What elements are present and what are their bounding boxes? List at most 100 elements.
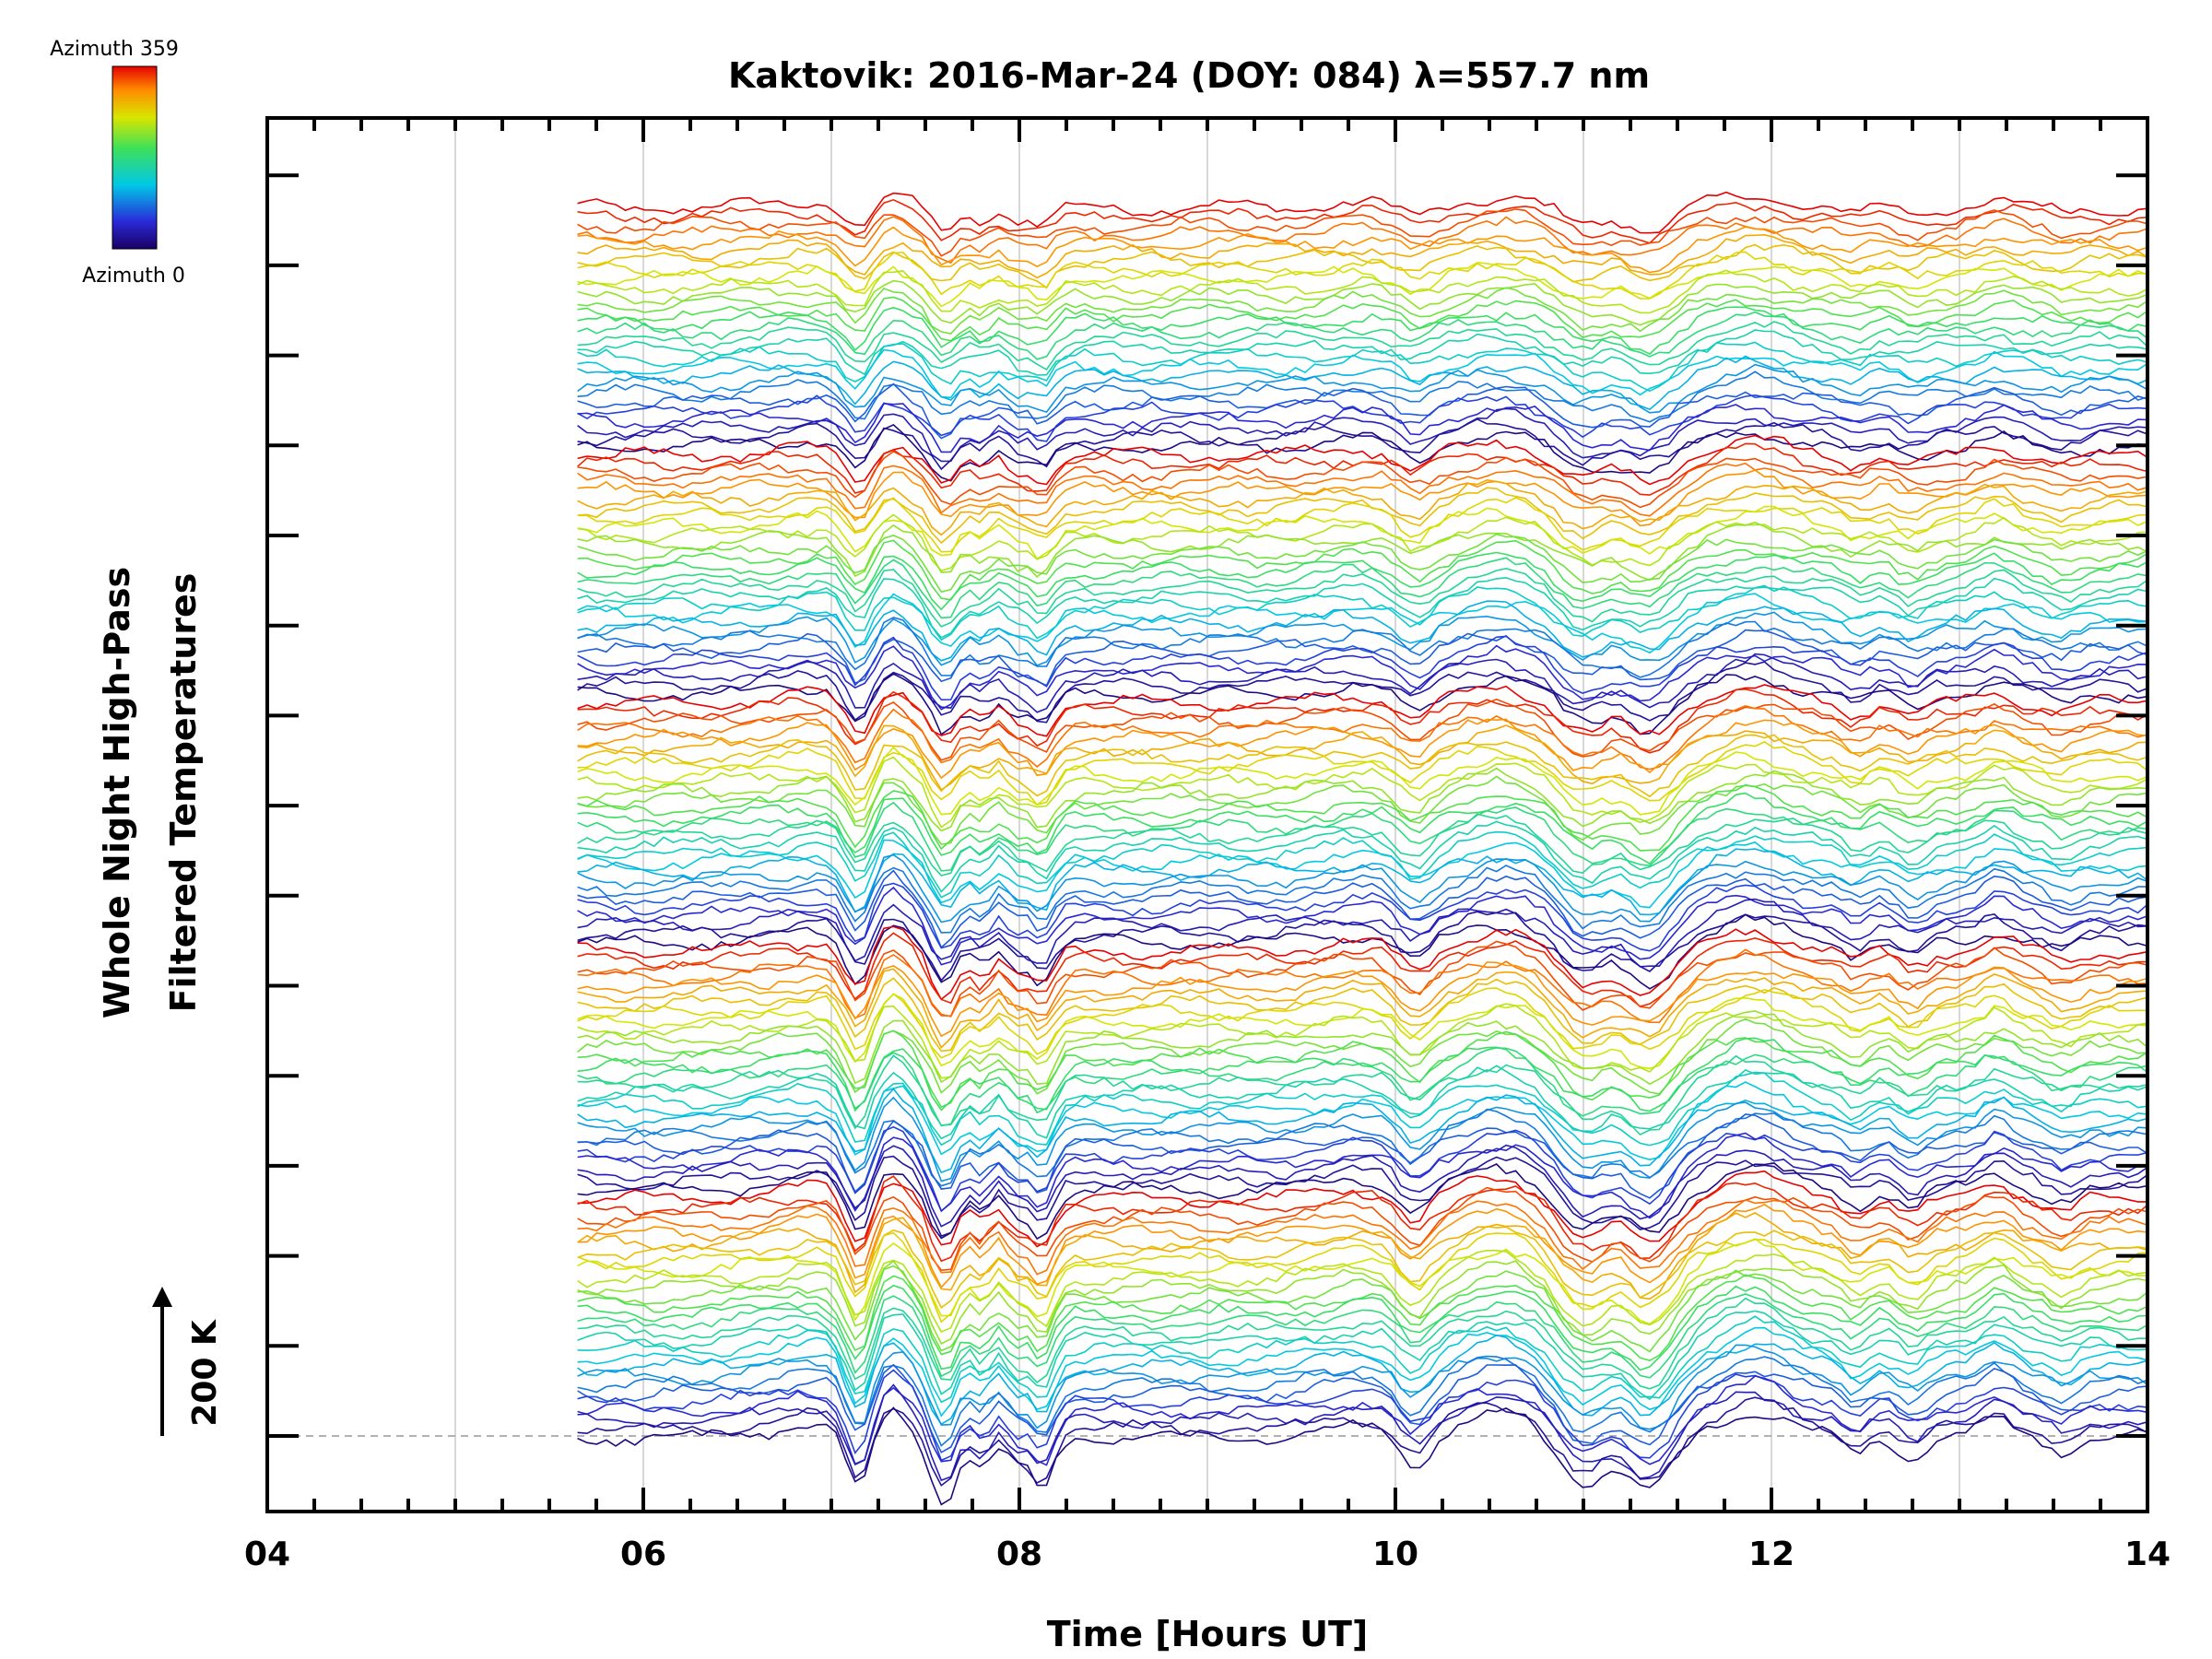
azimuth-trace: [577, 497, 2148, 553]
azimuth-trace: [577, 329, 2148, 376]
azimuth-trace: [577, 1132, 2148, 1219]
azimuth-trace: [577, 1383, 2148, 1482]
azimuth-trace: [577, 688, 2148, 754]
azimuth-trace: [577, 321, 2148, 371]
azimuth-trace: [577, 1297, 2147, 1390]
azimuth-trace: [577, 513, 2148, 572]
azimuth-trace: [577, 1155, 2148, 1238]
azimuth-trace: [577, 886, 2148, 966]
azimuth-trace: [577, 704, 2148, 771]
azimuth-trace: [577, 940, 2148, 1018]
trace-layer: [577, 191, 2148, 1506]
azimuth-trace: [577, 839, 2148, 909]
azimuth-trace: [577, 698, 2148, 761]
azimuth-trace: [577, 593, 2148, 654]
colorbar-bottom-label: Azimuth 0: [82, 265, 185, 288]
azimuth-trace: [577, 869, 2148, 949]
azimuth-trace: [577, 767, 2148, 832]
azimuth-trace: [577, 407, 2148, 463]
azimuth-trace: [577, 1334, 2148, 1426]
azimuth-trace: [577, 1125, 2148, 1213]
azimuth-trace: [577, 576, 2148, 639]
azimuth-trace: [577, 243, 2148, 289]
azimuth-trace: [577, 1054, 2148, 1135]
azimuth-trace: [577, 635, 2148, 701]
azimuth-trace: [577, 1088, 2148, 1174]
azimuth-trace: [577, 363, 2148, 414]
y-axis-label-line1: Whole Night High-Pass: [97, 567, 137, 1018]
x-tick-label: 14: [2124, 1535, 2171, 1573]
azimuth-trace: [577, 1030, 2148, 1109]
azimuth-trace: [577, 462, 2148, 517]
azimuth-trace: [577, 1363, 2148, 1453]
azimuth-trace: [577, 1186, 2148, 1272]
azimuth-trace: [577, 1344, 2148, 1430]
x-tick-label: 08: [996, 1535, 1042, 1573]
azimuth-trace: [577, 216, 2148, 265]
azimuth-trace: [577, 830, 2148, 899]
azimuth-trace: [577, 371, 2148, 423]
azimuth-trace: [577, 948, 2148, 1024]
azimuth-trace: [577, 1211, 2148, 1300]
azimuth-trace: [577, 306, 2148, 356]
azimuth-trace: [577, 1250, 2148, 1334]
azimuth-trace: [577, 1071, 2148, 1147]
azimuth-trace: [577, 865, 2147, 934]
azimuth-trace: [577, 617, 2148, 678]
azimuth-trace: [577, 724, 2148, 792]
azimuth-trace: [577, 853, 2148, 924]
x-tick-label: 12: [1748, 1535, 1794, 1573]
azimuth-trace: [577, 1175, 2148, 1263]
azimuth-trace: [577, 756, 2148, 829]
azimuth-trace: [577, 434, 2148, 486]
azimuth-trace: [577, 783, 2148, 852]
azimuth-trace: [577, 287, 2148, 335]
azimuth-trace: [577, 684, 2148, 737]
azimuth-trace: [577, 898, 2148, 968]
x-tick-labels: 04 06 08 10 12 14: [244, 1535, 2171, 1573]
azimuth-trace: [577, 1375, 2148, 1466]
azimuth-trace: [577, 1037, 2148, 1112]
azimuth-trace: [577, 311, 2148, 360]
azimuth-trace: [577, 1260, 2148, 1345]
azimuth-trace: [577, 557, 2148, 619]
azimuth-trace: [577, 1315, 2148, 1404]
azimuth-trace: [577, 1369, 2148, 1462]
colorbar: [112, 65, 158, 250]
azimuth-trace: [577, 1170, 2147, 1248]
azimuth-trace: [577, 673, 2148, 736]
azimuth-trace: [577, 653, 2148, 713]
azimuth-trace: [577, 925, 2148, 1001]
azimuth-trace: [577, 1284, 2148, 1371]
azimuth-trace: [577, 191, 2148, 234]
azimuth-trace: [577, 251, 2147, 300]
azimuth-trace: [577, 423, 2148, 482]
azimuth-trace: [577, 1274, 2148, 1362]
azimuth-trace: [577, 382, 2148, 440]
azimuth-trace: [577, 1225, 2148, 1310]
azimuth-trace: [577, 296, 2148, 342]
azimuth-trace: [577, 226, 2148, 274]
azimuth-trace: [577, 487, 2148, 545]
axes-layer: [265, 116, 2149, 1513]
azimuth-trace: [577, 600, 2148, 662]
azimuth-trace: [577, 567, 2148, 628]
grid-layer: [267, 118, 2147, 1512]
azimuth-trace: [577, 968, 2148, 1050]
azimuth-trace: [577, 1238, 2147, 1325]
azimuth-trace: [577, 746, 2148, 816]
azimuth-trace: [577, 718, 2148, 780]
azimuth-trace: [577, 1203, 2148, 1289]
azimuth-trace: [577, 1144, 2148, 1228]
scale-bar-label: 200 K: [186, 1319, 224, 1427]
azimuth-trace: [577, 661, 2148, 724]
azimuth-trace: [577, 348, 2148, 399]
azimuth-trace: [577, 629, 2148, 687]
azimuth-trace: [577, 402, 2148, 453]
azimuth-trace: [577, 1108, 2148, 1187]
azimuth-trace: [577, 262, 2148, 308]
azimuth-trace: [577, 478, 2148, 536]
azimuth-trace: [577, 1293, 2148, 1379]
azimuth-trace: [577, 1010, 2148, 1086]
scale-bar: 200 K: [152, 1287, 224, 1436]
